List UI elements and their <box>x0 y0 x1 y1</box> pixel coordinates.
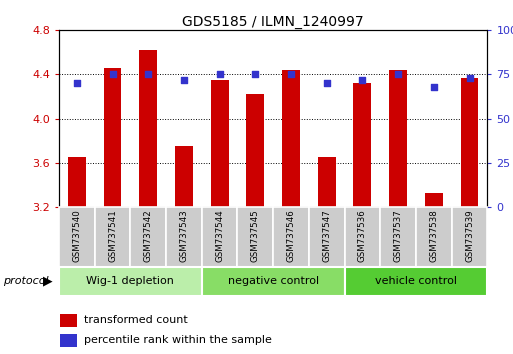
Bar <box>95 207 130 267</box>
Bar <box>140 50 157 207</box>
Text: Wig-1 depletion: Wig-1 depletion <box>87 276 174 286</box>
Point <box>287 72 295 77</box>
Bar <box>353 83 371 207</box>
Text: GSM737545: GSM737545 <box>251 210 260 262</box>
Bar <box>59 267 202 296</box>
Text: GSM737538: GSM737538 <box>429 210 438 262</box>
Bar <box>238 207 273 267</box>
Text: negative control: negative control <box>228 276 319 286</box>
Bar <box>60 314 77 327</box>
Text: GSM737542: GSM737542 <box>144 210 153 262</box>
Bar <box>451 207 487 267</box>
Bar <box>416 207 451 267</box>
Text: transformed count: transformed count <box>84 315 188 325</box>
Point <box>251 72 260 77</box>
Bar <box>246 94 264 207</box>
Bar <box>273 207 309 267</box>
Text: ▶: ▶ <box>43 274 52 287</box>
Bar <box>380 207 416 267</box>
Bar <box>202 207 238 267</box>
Point <box>323 80 331 86</box>
Bar <box>211 80 229 207</box>
Point <box>108 72 116 77</box>
Bar <box>461 78 479 207</box>
Bar <box>425 193 443 207</box>
Point <box>430 84 438 90</box>
Point <box>144 72 152 77</box>
Bar <box>318 157 336 207</box>
Bar <box>309 207 345 267</box>
Point <box>358 77 366 82</box>
Bar <box>389 70 407 207</box>
Text: GSM737539: GSM737539 <box>465 210 474 262</box>
Text: percentile rank within the sample: percentile rank within the sample <box>84 335 272 345</box>
Bar <box>345 267 487 296</box>
Bar <box>104 68 122 207</box>
Title: GDS5185 / ILMN_1240997: GDS5185 / ILMN_1240997 <box>182 15 364 29</box>
Bar <box>60 334 77 347</box>
Text: GSM737540: GSM737540 <box>72 210 82 262</box>
Bar <box>175 146 193 207</box>
Text: GSM737537: GSM737537 <box>393 210 403 262</box>
Text: GSM737541: GSM737541 <box>108 210 117 262</box>
Bar <box>68 157 86 207</box>
Bar <box>59 207 95 267</box>
Point <box>465 75 473 81</box>
Bar <box>202 267 345 296</box>
Bar <box>166 207 202 267</box>
Text: GSM737547: GSM737547 <box>322 210 331 262</box>
Bar <box>130 207 166 267</box>
Text: GSM737544: GSM737544 <box>215 210 224 262</box>
Text: GSM737543: GSM737543 <box>180 210 188 262</box>
Point <box>180 77 188 82</box>
Text: GSM737546: GSM737546 <box>287 210 295 262</box>
Point <box>215 72 224 77</box>
Text: GSM737536: GSM737536 <box>358 210 367 262</box>
Text: protocol: protocol <box>3 276 48 286</box>
Text: vehicle control: vehicle control <box>375 276 457 286</box>
Bar <box>282 70 300 207</box>
Bar <box>345 207 380 267</box>
Point <box>394 72 402 77</box>
Point <box>73 80 81 86</box>
